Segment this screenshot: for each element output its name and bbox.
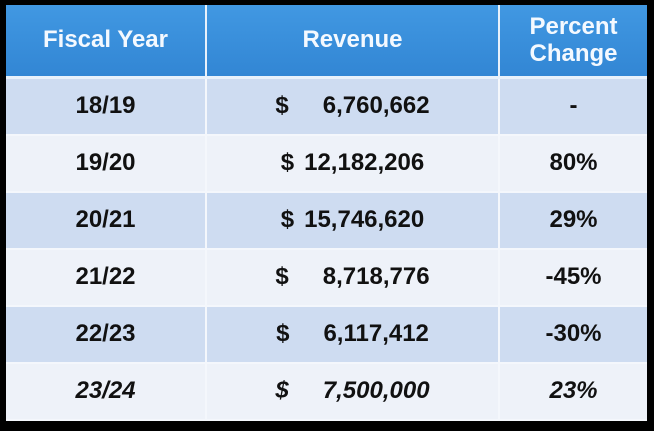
cell-year: 22/23 bbox=[6, 307, 207, 364]
revenue-value: 8,718,776 bbox=[322, 263, 430, 291]
currency-symbol: $ bbox=[276, 320, 290, 348]
cell-change: -30% bbox=[500, 307, 647, 364]
header-percent-change: Percent Change bbox=[500, 5, 647, 79]
cell-year: 23/24 bbox=[6, 364, 207, 421]
revenue-value: 15,746,620 bbox=[304, 206, 425, 234]
cell-year: 20/21 bbox=[6, 193, 207, 250]
header-fiscal-year: Fiscal Year bbox=[6, 5, 207, 79]
header-revenue: Revenue bbox=[207, 5, 500, 79]
cell-revenue: $8,718,776 bbox=[207, 250, 500, 307]
cell-year: 19/20 bbox=[6, 136, 207, 193]
cell-year: 18/19 bbox=[6, 79, 207, 136]
currency-symbol: $ bbox=[275, 377, 289, 405]
cell-year: 21/22 bbox=[6, 250, 207, 307]
cell-change: -45% bbox=[500, 250, 647, 307]
revenue-value: 12,182,206 bbox=[304, 149, 425, 177]
revenue-value: 6,760,662 bbox=[322, 92, 430, 120]
currency-symbol: $ bbox=[275, 263, 289, 291]
cell-change: 80% bbox=[500, 136, 647, 193]
cell-revenue: $12,182,206 bbox=[207, 136, 500, 193]
cell-change: 29% bbox=[500, 193, 647, 250]
revenue-table: Fiscal Year Revenue Percent Change 18/19… bbox=[6, 5, 647, 421]
cell-revenue: $7,500,000 bbox=[207, 364, 500, 421]
currency-symbol: $ bbox=[275, 92, 289, 120]
cell-change: 23% bbox=[500, 364, 647, 421]
revenue-value: 7,500,000 bbox=[322, 377, 430, 405]
cell-change: - bbox=[500, 79, 647, 136]
currency-symbol: $ bbox=[280, 149, 295, 177]
cell-revenue: $6,117,412 bbox=[207, 307, 500, 364]
cell-revenue: $15,746,620 bbox=[207, 193, 500, 250]
currency-symbol: $ bbox=[280, 206, 295, 234]
revenue-value: 6,117,412 bbox=[323, 320, 429, 348]
cell-revenue: $6,760,662 bbox=[207, 79, 500, 136]
